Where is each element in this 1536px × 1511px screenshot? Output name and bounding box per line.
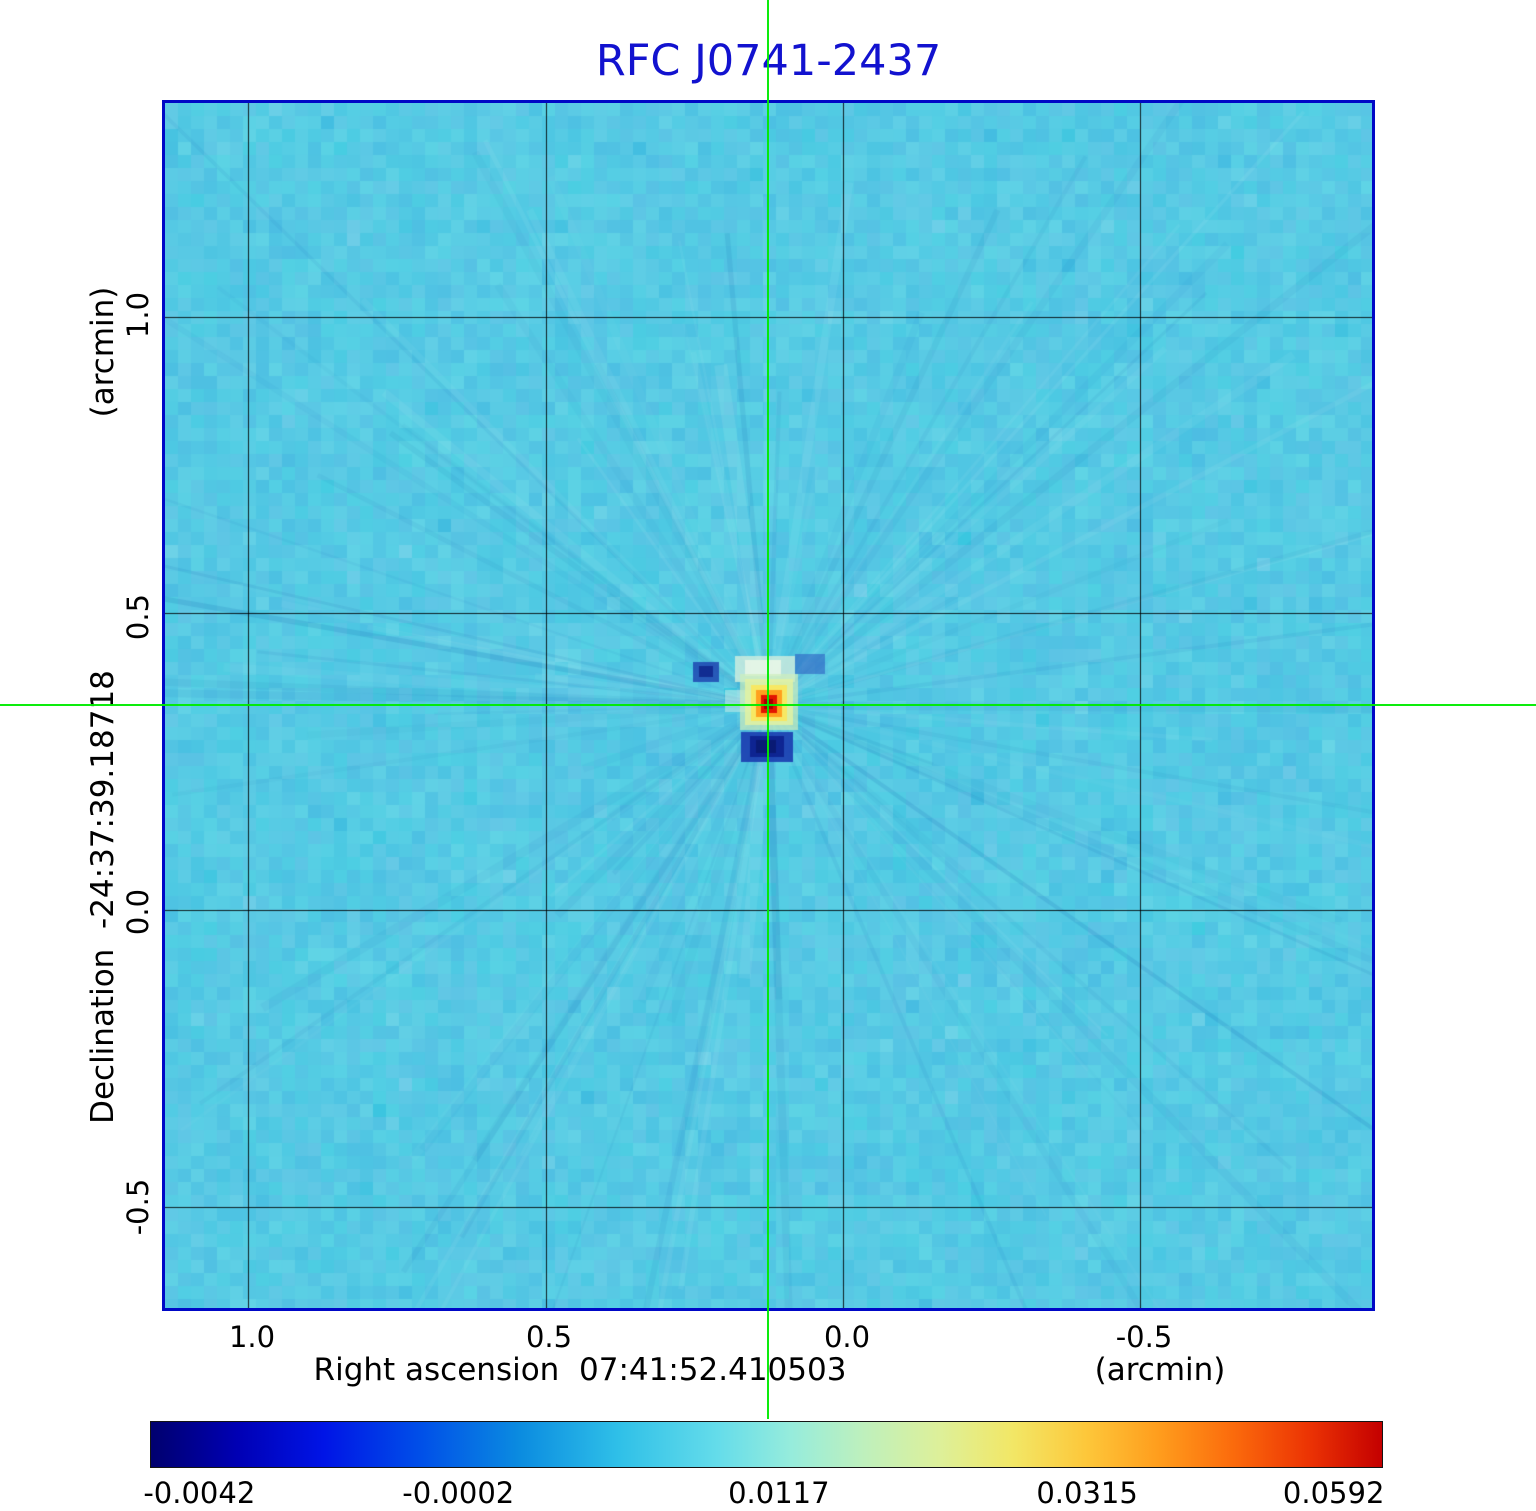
y-tick-label-1: 1.0 (121, 291, 155, 339)
crosshair-vertical-line (767, 0, 769, 1419)
colorbar-tick-label-4: 0.0315 (1036, 1476, 1138, 1510)
x-tick-label-3: 0.0 (823, 1320, 871, 1354)
colorbar-tick-label-2: -0.0002 (402, 1476, 515, 1510)
y-tick-label-3: 0.0 (121, 888, 155, 936)
crosshair-horizontal-line (0, 704, 1536, 706)
x-tick-label-2: 0.5 (525, 1320, 573, 1354)
x-tick-label-1: 1.0 (228, 1320, 276, 1354)
colorbar-tick-label-5: 0.0592 (1282, 1476, 1385, 1510)
figure-title: RFC J0741-2437 (595, 36, 942, 86)
y-tick-label-4: -0.5 (121, 1178, 155, 1236)
x-axis-label: Right ascension 07:41:52.410503 (313, 1352, 847, 1388)
y-axis-unit-label: (arcmin) (85, 286, 121, 418)
colorbar-tick-label-3: 0.0117 (728, 1476, 830, 1510)
y-tick-label-2: 0.5 (121, 593, 155, 641)
x-tick-label-4: -0.5 (1115, 1320, 1173, 1354)
colorbar-gradient (150, 1421, 1383, 1468)
y-axis-label: Declination -24:37:39.18718 (85, 670, 121, 1124)
colorbar-labels: -0.0042 -0.0002 0.0117 0.0315 0.0592 (143, 1476, 1385, 1510)
x-axis-unit-label: (arcmin) (1094, 1352, 1226, 1388)
colorbar-tick-label-1: -0.0042 (143, 1476, 256, 1510)
